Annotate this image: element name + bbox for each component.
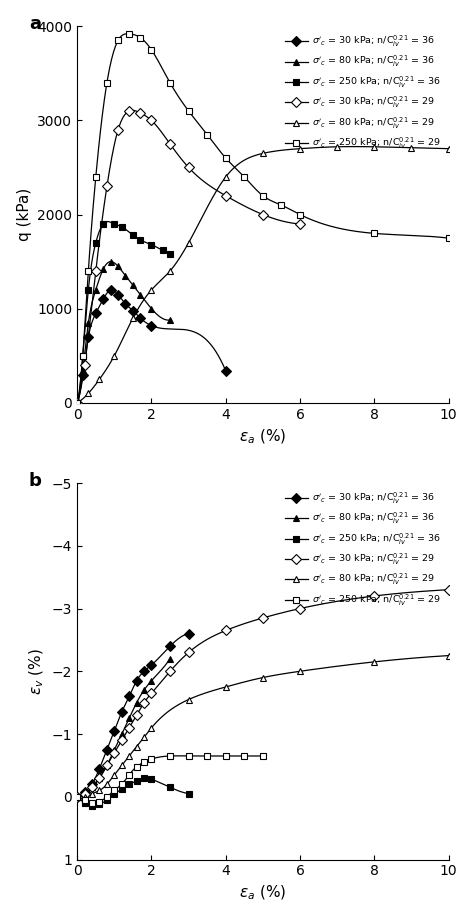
Text: b: b — [29, 471, 42, 490]
Y-axis label: q (kPa): q (kPa) — [17, 187, 32, 241]
Legend: $\sigma'_c$ = 30 kPa; n/C$_{iv}^{0.21}$ = 36, $\sigma'_c$ = 80 kPa; n/C$_{iv}^{0: $\sigma'_c$ = 30 kPa; n/C$_{iv}^{0.21}$ … — [282, 31, 444, 153]
X-axis label: $\varepsilon_a$ (%): $\varepsilon_a$ (%) — [239, 427, 286, 446]
X-axis label: $\varepsilon_a$ (%): $\varepsilon_a$ (%) — [239, 884, 286, 902]
Text: a: a — [29, 15, 41, 33]
Y-axis label: $\varepsilon_v$ (%): $\varepsilon_v$ (%) — [28, 648, 46, 695]
Legend: $\sigma'_c$ = 30 kPa; n/C$_{iv}^{0.21}$ = 36, $\sigma'_c$ = 80 kPa; n/C$_{iv}^{0: $\sigma'_c$ = 30 kPa; n/C$_{iv}^{0.21}$ … — [282, 488, 444, 610]
